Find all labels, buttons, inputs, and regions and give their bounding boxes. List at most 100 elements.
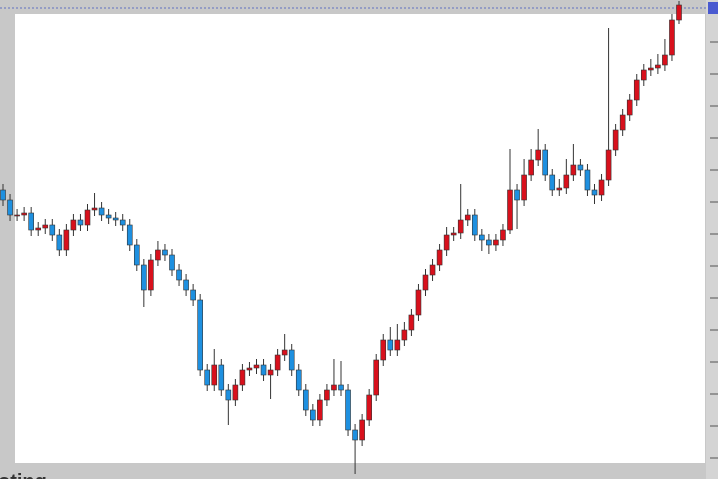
candle-body: [267, 369, 274, 376]
candle-body: [14, 214, 20, 217]
candle-body: [633, 79, 640, 101]
candle-body: [211, 364, 218, 386]
candle-body: [310, 409, 316, 421]
candle-body: [0, 189, 6, 201]
candle-body: [281, 349, 288, 356]
candle-body: [295, 369, 302, 391]
price-marker: [708, 2, 718, 14]
candle-body: [141, 264, 147, 291]
candle-body: [500, 229, 506, 241]
candle-body: [49, 224, 56, 236]
axis-ticks: [710, 41, 718, 459]
candle-body: [493, 239, 499, 246]
candle-body: [91, 207, 98, 211]
candle-body: [232, 384, 239, 401]
candle-body: [70, 219, 77, 231]
candle-body: [359, 419, 365, 441]
plot-area: [15, 14, 705, 463]
candle-body: [394, 339, 401, 351]
candle-body: [612, 129, 619, 151]
candle-body: [662, 54, 668, 66]
candle-body: [373, 359, 380, 396]
candle-body: [648, 67, 654, 71]
candle-body: [415, 289, 422, 316]
candle-body: [35, 227, 42, 231]
candle-body: [626, 99, 633, 116]
candle-body: [119, 219, 126, 226]
candle-body: [183, 279, 189, 291]
candle-body: [253, 364, 260, 369]
candle-body: [105, 214, 112, 219]
candle-body: [288, 349, 295, 371]
candle-body: [380, 339, 387, 361]
candle-body: [535, 149, 541, 161]
candle-body: [619, 114, 626, 131]
candle-body: [521, 174, 527, 201]
candle-body: [528, 159, 534, 176]
candle-body: [239, 369, 246, 386]
candle-body: [352, 429, 358, 441]
candle-body: [387, 339, 394, 351]
candle-body: [77, 219, 84, 226]
candle-body: [112, 217, 119, 221]
candle-body: [422, 274, 429, 291]
candle-body: [162, 249, 168, 256]
candle-body: [366, 394, 372, 421]
watermark: oting: [0, 471, 47, 479]
candle-body: [655, 64, 661, 69]
candle-body: [471, 214, 478, 236]
candle-body: [133, 244, 140, 266]
candle-body: [56, 234, 63, 251]
candle-body: [176, 269, 182, 281]
candle-body: [148, 259, 154, 291]
candle-body: [302, 389, 309, 411]
candle-body: [479, 234, 485, 241]
candle-body: [577, 164, 584, 171]
candle-body: [486, 239, 492, 246]
candle-body: [169, 254, 175, 271]
candle-body: [669, 19, 675, 56]
candle-body: [542, 149, 549, 176]
candle-body: [401, 329, 408, 341]
candle-body: [450, 232, 457, 236]
candle-body: [42, 224, 49, 229]
candle-body: [507, 189, 513, 231]
candle-body: [63, 229, 70, 251]
candle-body: [338, 384, 344, 391]
candle-body: [98, 207, 105, 216]
candle-body: [331, 384, 337, 391]
candle-body: [21, 212, 27, 216]
candle-body: [436, 249, 443, 266]
candle-body: [605, 149, 612, 181]
candle-body: [28, 212, 34, 231]
candle-body: [260, 364, 267, 376]
candle-body: [676, 4, 682, 21]
candle-body: [190, 289, 196, 301]
candle-body: [408, 314, 415, 331]
candle-body: [640, 69, 647, 81]
price-axis: [706, 0, 718, 479]
candle-body: [274, 354, 281, 371]
candle-body: [317, 399, 323, 421]
candle-body: [598, 179, 605, 196]
candle-body: [556, 187, 563, 191]
candle-body: [7, 199, 13, 216]
candle-body: [155, 249, 161, 261]
candle-body: [584, 169, 591, 191]
candle-body: [204, 369, 211, 386]
candle-body: [429, 264, 436, 276]
candle-body: [84, 209, 91, 226]
candle-body: [514, 189, 520, 201]
candle-body: [443, 234, 450, 251]
candle-body: [225, 389, 232, 401]
candle-body: [591, 189, 598, 196]
candle-body: [218, 364, 225, 391]
candle-body: [570, 164, 577, 176]
candle-body: [464, 214, 471, 221]
candle-body: [549, 174, 556, 191]
candle-body: [457, 219, 464, 234]
candle-body: [197, 299, 203, 371]
candle-body: [246, 367, 253, 371]
candle-body: [563, 174, 570, 189]
